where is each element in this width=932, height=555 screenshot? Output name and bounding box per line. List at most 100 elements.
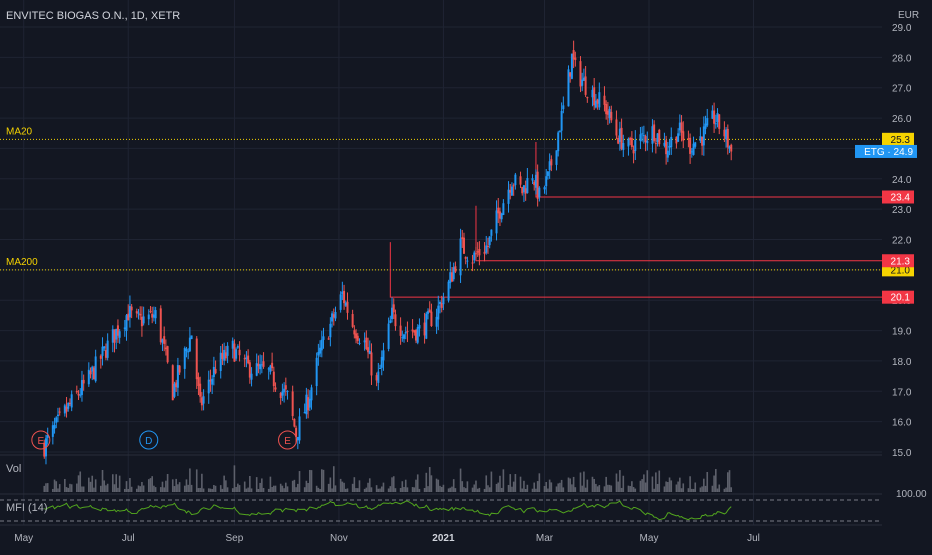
candle-body (379, 367, 382, 369)
candle-body (622, 142, 625, 150)
candle-body (344, 302, 347, 306)
candle-body (291, 391, 294, 417)
volume-bar (329, 477, 332, 492)
candlestick-series[interactable] (43, 40, 733, 465)
candle-body (718, 114, 721, 129)
level-badge (882, 190, 914, 204)
candle-body (610, 111, 613, 121)
candle-body (245, 357, 248, 360)
volume-bar (584, 487, 587, 492)
volume-bar (706, 471, 709, 492)
candle-body (315, 357, 318, 387)
candle-body (296, 436, 299, 441)
volume-bar (475, 480, 477, 492)
candle-body (702, 126, 705, 146)
horizontal-levels[interactable] (389, 142, 882, 298)
candle-body (728, 146, 731, 149)
volume-bar (596, 486, 599, 492)
candle-body (375, 375, 378, 381)
candle-body (437, 305, 440, 320)
volume-bar (478, 487, 481, 492)
volume-bar (656, 483, 659, 492)
volume-bar (598, 485, 601, 492)
candle-body (596, 99, 599, 104)
candle-body (644, 136, 647, 143)
volume-bar (118, 475, 121, 492)
volume-bar (509, 474, 512, 492)
candle-body (389, 320, 392, 324)
candle-body (550, 159, 553, 166)
level-line[interactable] (389, 242, 882, 298)
volume-bar (45, 483, 47, 492)
candle-body (497, 207, 500, 214)
candle-body (500, 213, 503, 220)
volume-bar (687, 488, 690, 492)
candle-body (142, 316, 145, 324)
volume-bar (689, 476, 691, 492)
volume-bar (319, 488, 321, 492)
candle-body (413, 330, 416, 333)
volume-bar (483, 488, 486, 492)
volume-bar (619, 470, 621, 492)
candle-body (630, 137, 633, 147)
candle-body (406, 331, 409, 333)
candle-body (531, 178, 534, 181)
level-badge-text: 20.1 (891, 293, 911, 304)
volume-bar (692, 488, 695, 492)
volume-bar (562, 487, 565, 492)
volume-bar (343, 482, 345, 492)
volume-bar (43, 485, 46, 492)
volume-bar (548, 479, 551, 492)
volume-bar (100, 485, 102, 492)
level-line[interactable] (535, 142, 882, 198)
candle-body (368, 350, 371, 354)
event-marker-earnings[interactable] (278, 430, 298, 450)
candle-body (594, 100, 597, 108)
volume-bar (454, 488, 457, 492)
volume-bar (214, 485, 217, 492)
candle-body (704, 123, 707, 129)
volume-bar (189, 468, 191, 492)
candle-body (260, 364, 263, 366)
time-axis[interactable]: May Jul Sep Nov 2021 Mar May Jul (14, 533, 760, 544)
candle-body (428, 309, 431, 313)
volume-bar (233, 465, 236, 492)
volume-bar (262, 487, 265, 492)
volume-bar (213, 485, 215, 492)
volume-bar (603, 486, 606, 492)
volume-bar (91, 475, 94, 492)
candle-body (454, 266, 457, 272)
volume-bar (261, 478, 263, 492)
candle-body (555, 150, 558, 165)
volume-bar (175, 478, 177, 492)
volume-bar (610, 485, 613, 492)
time-tick-label: Sep (226, 533, 244, 544)
chart-title: ENVITEC BIOGAS O.N., 1D, XETR (6, 10, 180, 22)
level-line[interactable] (475, 205, 882, 262)
volume-bar (392, 476, 395, 492)
candle-body (327, 338, 330, 340)
ma-badge-text: 21.0 (891, 265, 911, 276)
volume-bar (310, 470, 313, 492)
price-axis[interactable]: 29.028.027.026.025.024.023.022.021.020.0… (892, 23, 912, 459)
event-marker-dividend[interactable] (139, 430, 159, 450)
price-tick-label: 23.0 (892, 205, 912, 216)
volume-bar (728, 470, 731, 492)
event-marker-earnings[interactable] (31, 430, 51, 450)
time-tick-label: Jul (747, 533, 760, 544)
volume-bar (727, 472, 729, 492)
volume-bar (173, 486, 176, 492)
candle-body (70, 394, 73, 408)
candle-body (663, 142, 666, 146)
candle-body (231, 340, 234, 349)
volume-bar (617, 481, 619, 492)
chart-grid (0, 0, 882, 525)
candle-body (339, 294, 342, 310)
volume-bar (153, 485, 155, 492)
candle-body (161, 339, 164, 343)
candle-body (125, 315, 128, 331)
volume-bar (225, 480, 227, 492)
